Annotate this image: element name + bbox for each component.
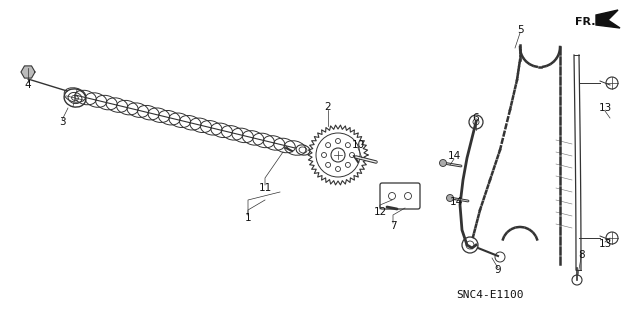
Text: 8: 8 [579, 250, 586, 260]
Text: 10: 10 [351, 140, 365, 150]
Text: FR.: FR. [575, 17, 595, 27]
Text: 1: 1 [244, 213, 252, 223]
Text: 7: 7 [390, 221, 396, 231]
Circle shape [440, 160, 447, 167]
Text: 2: 2 [324, 102, 332, 112]
Circle shape [447, 195, 454, 202]
Text: 12: 12 [373, 207, 387, 217]
Text: 13: 13 [598, 239, 612, 249]
Text: 6: 6 [473, 113, 479, 123]
Polygon shape [596, 10, 620, 28]
Text: 4: 4 [25, 80, 31, 90]
Text: 5: 5 [516, 25, 524, 35]
Text: 14: 14 [447, 151, 461, 161]
Text: SNC4-E1100: SNC4-E1100 [456, 290, 524, 300]
Text: 3: 3 [59, 117, 65, 127]
Text: 9: 9 [495, 265, 501, 275]
Text: 14: 14 [449, 197, 463, 207]
Text: 11: 11 [259, 183, 271, 193]
Text: 13: 13 [598, 103, 612, 113]
Polygon shape [21, 66, 35, 78]
